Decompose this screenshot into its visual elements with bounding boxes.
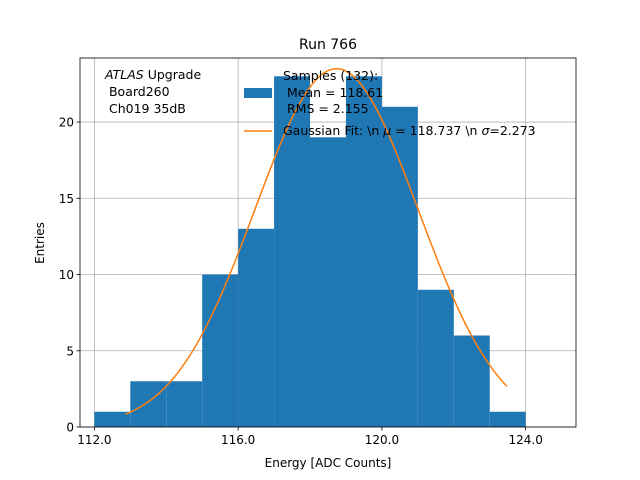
histogram-bar bbox=[130, 381, 167, 427]
y-tick-label: 10 bbox=[59, 268, 74, 282]
legend-rms-label: RMS = 2.155 bbox=[283, 101, 369, 116]
atlas-board-label: Board260 bbox=[105, 84, 170, 99]
x-axis-label: Energy [ADC Counts] bbox=[265, 456, 392, 470]
legend-fit-suffix: =2.273 bbox=[489, 123, 535, 138]
plot-frame bbox=[79, 57, 577, 428]
x-tick-label: 124.0 bbox=[509, 433, 543, 447]
x-tick-label: 112.0 bbox=[77, 433, 111, 447]
x-tick-label: 120.0 bbox=[365, 433, 399, 447]
y-tick-label: 0 bbox=[66, 421, 74, 435]
atlas-channel-label: Ch019 35dB bbox=[105, 101, 186, 116]
x-tick-label: 116.0 bbox=[221, 433, 255, 447]
gaussian-fit-curve bbox=[125, 67, 508, 416]
histogram-bar bbox=[489, 411, 526, 427]
histogram-bar bbox=[345, 76, 382, 428]
atlas-italic-word: ATLAS bbox=[104, 67, 144, 82]
chart-title: Run 766 bbox=[299, 37, 357, 53]
histogram-bar bbox=[202, 274, 239, 427]
histogram-bars bbox=[94, 76, 526, 428]
axis-ticks: 112.0 116.0 120.0 124.0 0 5 10 15 20 bbox=[59, 116, 543, 447]
legend-samples-label: Samples (132): bbox=[283, 68, 378, 83]
y-tick-label: 5 bbox=[66, 344, 74, 358]
legend-histogram-swatch bbox=[244, 88, 272, 98]
legend-fit-prefix: Gaussian Fit: \n bbox=[283, 123, 383, 138]
y-tick-label: 20 bbox=[59, 116, 74, 130]
histogram-bar bbox=[453, 335, 490, 427]
legend-fit-label: Gaussian Fit: \n μ = 118.737 \n σ=2.273 bbox=[283, 123, 536, 138]
y-tick-label: 15 bbox=[59, 192, 74, 206]
atlas-label-line1: ATLAS Upgrade bbox=[104, 67, 201, 82]
histogram-bar bbox=[94, 411, 131, 427]
histogram-bar bbox=[417, 289, 454, 427]
legend-fit-mu: μ bbox=[382, 123, 391, 138]
histogram-bar bbox=[166, 381, 203, 427]
histogram-bar bbox=[238, 228, 275, 427]
histogram-bar bbox=[274, 76, 311, 428]
legend-mean-label: Mean = 118.61 bbox=[283, 85, 383, 100]
atlas-upgrade-word: Upgrade bbox=[144, 67, 202, 82]
histogram-bar bbox=[381, 106, 418, 427]
legend-fit-mid: = 118.737 \n bbox=[391, 123, 481, 138]
atlas-annotation: ATLAS Upgrade Board260 Ch019 35dB bbox=[104, 67, 201, 116]
histogram-bar bbox=[310, 137, 346, 428]
legend-fit-sigma: σ bbox=[481, 123, 490, 138]
y-axis-label: Entries bbox=[33, 222, 47, 264]
legend: Samples (132): Mean = 118.61 RMS = 2.155… bbox=[244, 68, 536, 138]
gaussian-fit bbox=[125, 67, 508, 416]
